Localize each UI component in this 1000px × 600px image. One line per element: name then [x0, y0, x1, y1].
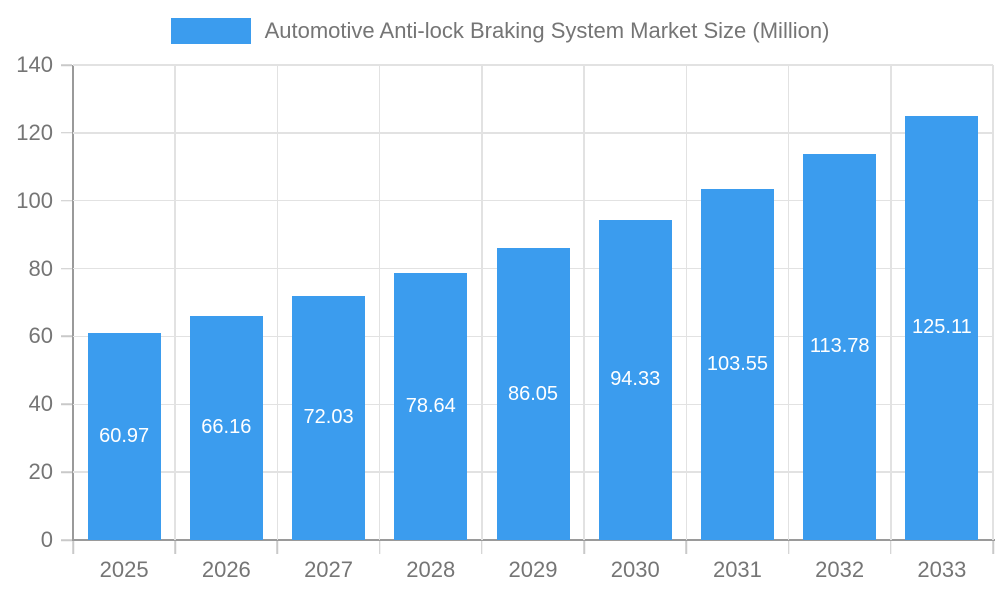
y-axis-tick-mark	[61, 64, 72, 66]
x-axis-tick-label: 2031	[712, 557, 762, 582]
bar-value-label: 125.11	[912, 316, 972, 339]
x-axis-tick-mark	[787, 541, 790, 554]
vertical-gridline	[276, 65, 279, 540]
horizontal-gridline	[73, 199, 993, 202]
bar-2030[interactable]: 94.33	[598, 219, 672, 540]
y-axis-tick-mark	[61, 539, 72, 541]
y-axis: 0 20 40 60 80 100 120 140	[0, 54, 73, 551]
x-axis-tick-mark	[583, 541, 585, 554]
x-axis-tick-mark	[276, 541, 279, 554]
bar-2025[interactable]: 60.97	[87, 333, 161, 540]
horizontal-gridline	[73, 132, 993, 134]
bar-2026[interactable]: 66.16	[189, 315, 263, 540]
bar-value-label: 78.64	[405, 395, 456, 418]
x-axis-tick-mark	[992, 541, 994, 554]
vertical-gridline	[787, 65, 790, 540]
y-axis-tick-label: 40	[28, 391, 53, 417]
x-axis-tick-label: 2025	[99, 557, 149, 582]
bar-2032[interactable]: 113.78	[803, 153, 877, 540]
y-axis-tick-label: 100	[16, 187, 53, 213]
x-axis-tick-label: 2027	[304, 557, 354, 582]
y-axis-tick-label: 140	[16, 52, 53, 77]
y-axis-tick-mark	[61, 335, 72, 338]
bar-2029[interactable]: 86.05	[496, 248, 570, 540]
bar-value-label: 113.78	[809, 335, 870, 358]
x-axis-tick-label: 2028	[406, 557, 456, 582]
vertical-gridline	[992, 65, 994, 540]
bar-value-label: 103.55	[706, 352, 769, 375]
legend-label: Automotive Anti-lock Braking System Mark…	[264, 18, 830, 43]
bar-2027[interactable]: 72.03	[292, 295, 366, 540]
x-axis-tick-label: 2026	[201, 557, 251, 582]
bar-value-label: 94.33	[610, 368, 661, 391]
bar-value-label: 66.16	[201, 416, 252, 439]
y-axis-tick-mark	[61, 267, 72, 270]
x-axis-tick-mark	[685, 541, 688, 554]
y-axis-tick-label: 60	[28, 323, 53, 349]
x-axis: 2025 2026 2027 2028 2029 2030 2031 2032 2033	[72, 540, 994, 600]
plot-area: 60.97 66.16 72.03 78.64 86.05 94.33 103.55 113.…	[73, 64, 994, 540]
y-axis-tick-label: 20	[28, 459, 53, 485]
bar-value-label: 60.97	[99, 425, 150, 448]
bar-2028[interactable]: 78.64	[394, 273, 468, 540]
y-axis-tick-mark	[61, 132, 72, 134]
x-axis-tick-mark	[890, 541, 892, 554]
chart-legend-item[interactable]: Automotive Anti-lock Braking System Mark…	[0, 18, 1000, 44]
vertical-gridline	[890, 65, 892, 540]
x-axis-tick-label: 2032	[815, 557, 865, 582]
y-axis-tick-mark	[61, 199, 72, 202]
y-axis-tick-label: 0	[40, 527, 53, 552]
bar-value-label: 72.03	[303, 406, 354, 429]
y-axis-tick-label: 80	[28, 255, 53, 281]
y-axis-tick-mark	[61, 403, 72, 406]
bar-value-label: 86.05	[507, 382, 559, 405]
vertical-gridline	[685, 65, 688, 540]
bar-2033[interactable]: 125.11	[905, 115, 979, 540]
x-axis-tick-mark	[174, 541, 176, 554]
legend-color-swatch	[170, 18, 251, 44]
x-axis-tick-mark	[378, 541, 381, 554]
vertical-gridline	[174, 65, 176, 540]
y-axis-tick-mark	[61, 471, 72, 473]
vertical-gridline	[583, 65, 585, 540]
x-axis-tick-mark	[72, 541, 74, 554]
vertical-gridline	[481, 65, 483, 540]
x-axis-tick-label: 2029	[508, 557, 558, 582]
x-axis-tick-mark	[481, 541, 483, 554]
x-axis-line	[71, 539, 995, 541]
x-axis-tick-label: 2030	[610, 557, 660, 582]
y-axis-line	[71, 65, 74, 541]
y-axis-tick-label: 120	[16, 119, 53, 145]
x-axis-tick-label: 2033	[917, 557, 967, 582]
bar-2031[interactable]: 103.55	[700, 188, 774, 540]
horizontal-gridline	[73, 64, 993, 66]
vertical-gridline	[378, 65, 381, 540]
